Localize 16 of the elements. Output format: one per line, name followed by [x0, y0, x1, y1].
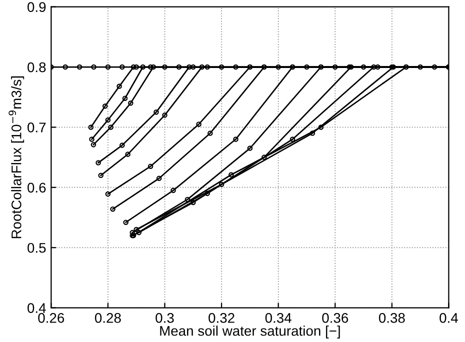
- y-tick-label: 0.4: [28, 303, 46, 313]
- x-tick-label: 0.28: [94, 313, 121, 323]
- y-tick-label: 0.6: [28, 182, 46, 193]
- x-tick-label: 0.4: [440, 313, 458, 323]
- y-axis-title: RootCollarFlux [10$^{−9}$m3/s]: [8, 76, 24, 238]
- y-tick-label: 0.5: [28, 242, 46, 253]
- x-tick-label: 0.3: [156, 313, 174, 323]
- y-tick-label: 0.7: [28, 122, 46, 132]
- x-axis-title: Mean soil water saturation [−]: [160, 326, 340, 339]
- x-tick-label: 0.26: [38, 313, 64, 323]
- x-tick-label: 0.36: [322, 313, 348, 323]
- x-tick-label: 0.38: [378, 313, 405, 323]
- y-tick-label: 0.9: [28, 2, 46, 12]
- x-tick-label: 0.34: [265, 313, 292, 323]
- y-tick-label: 0.8: [28, 62, 46, 72]
- x-tick-label: 0.32: [208, 313, 234, 323]
